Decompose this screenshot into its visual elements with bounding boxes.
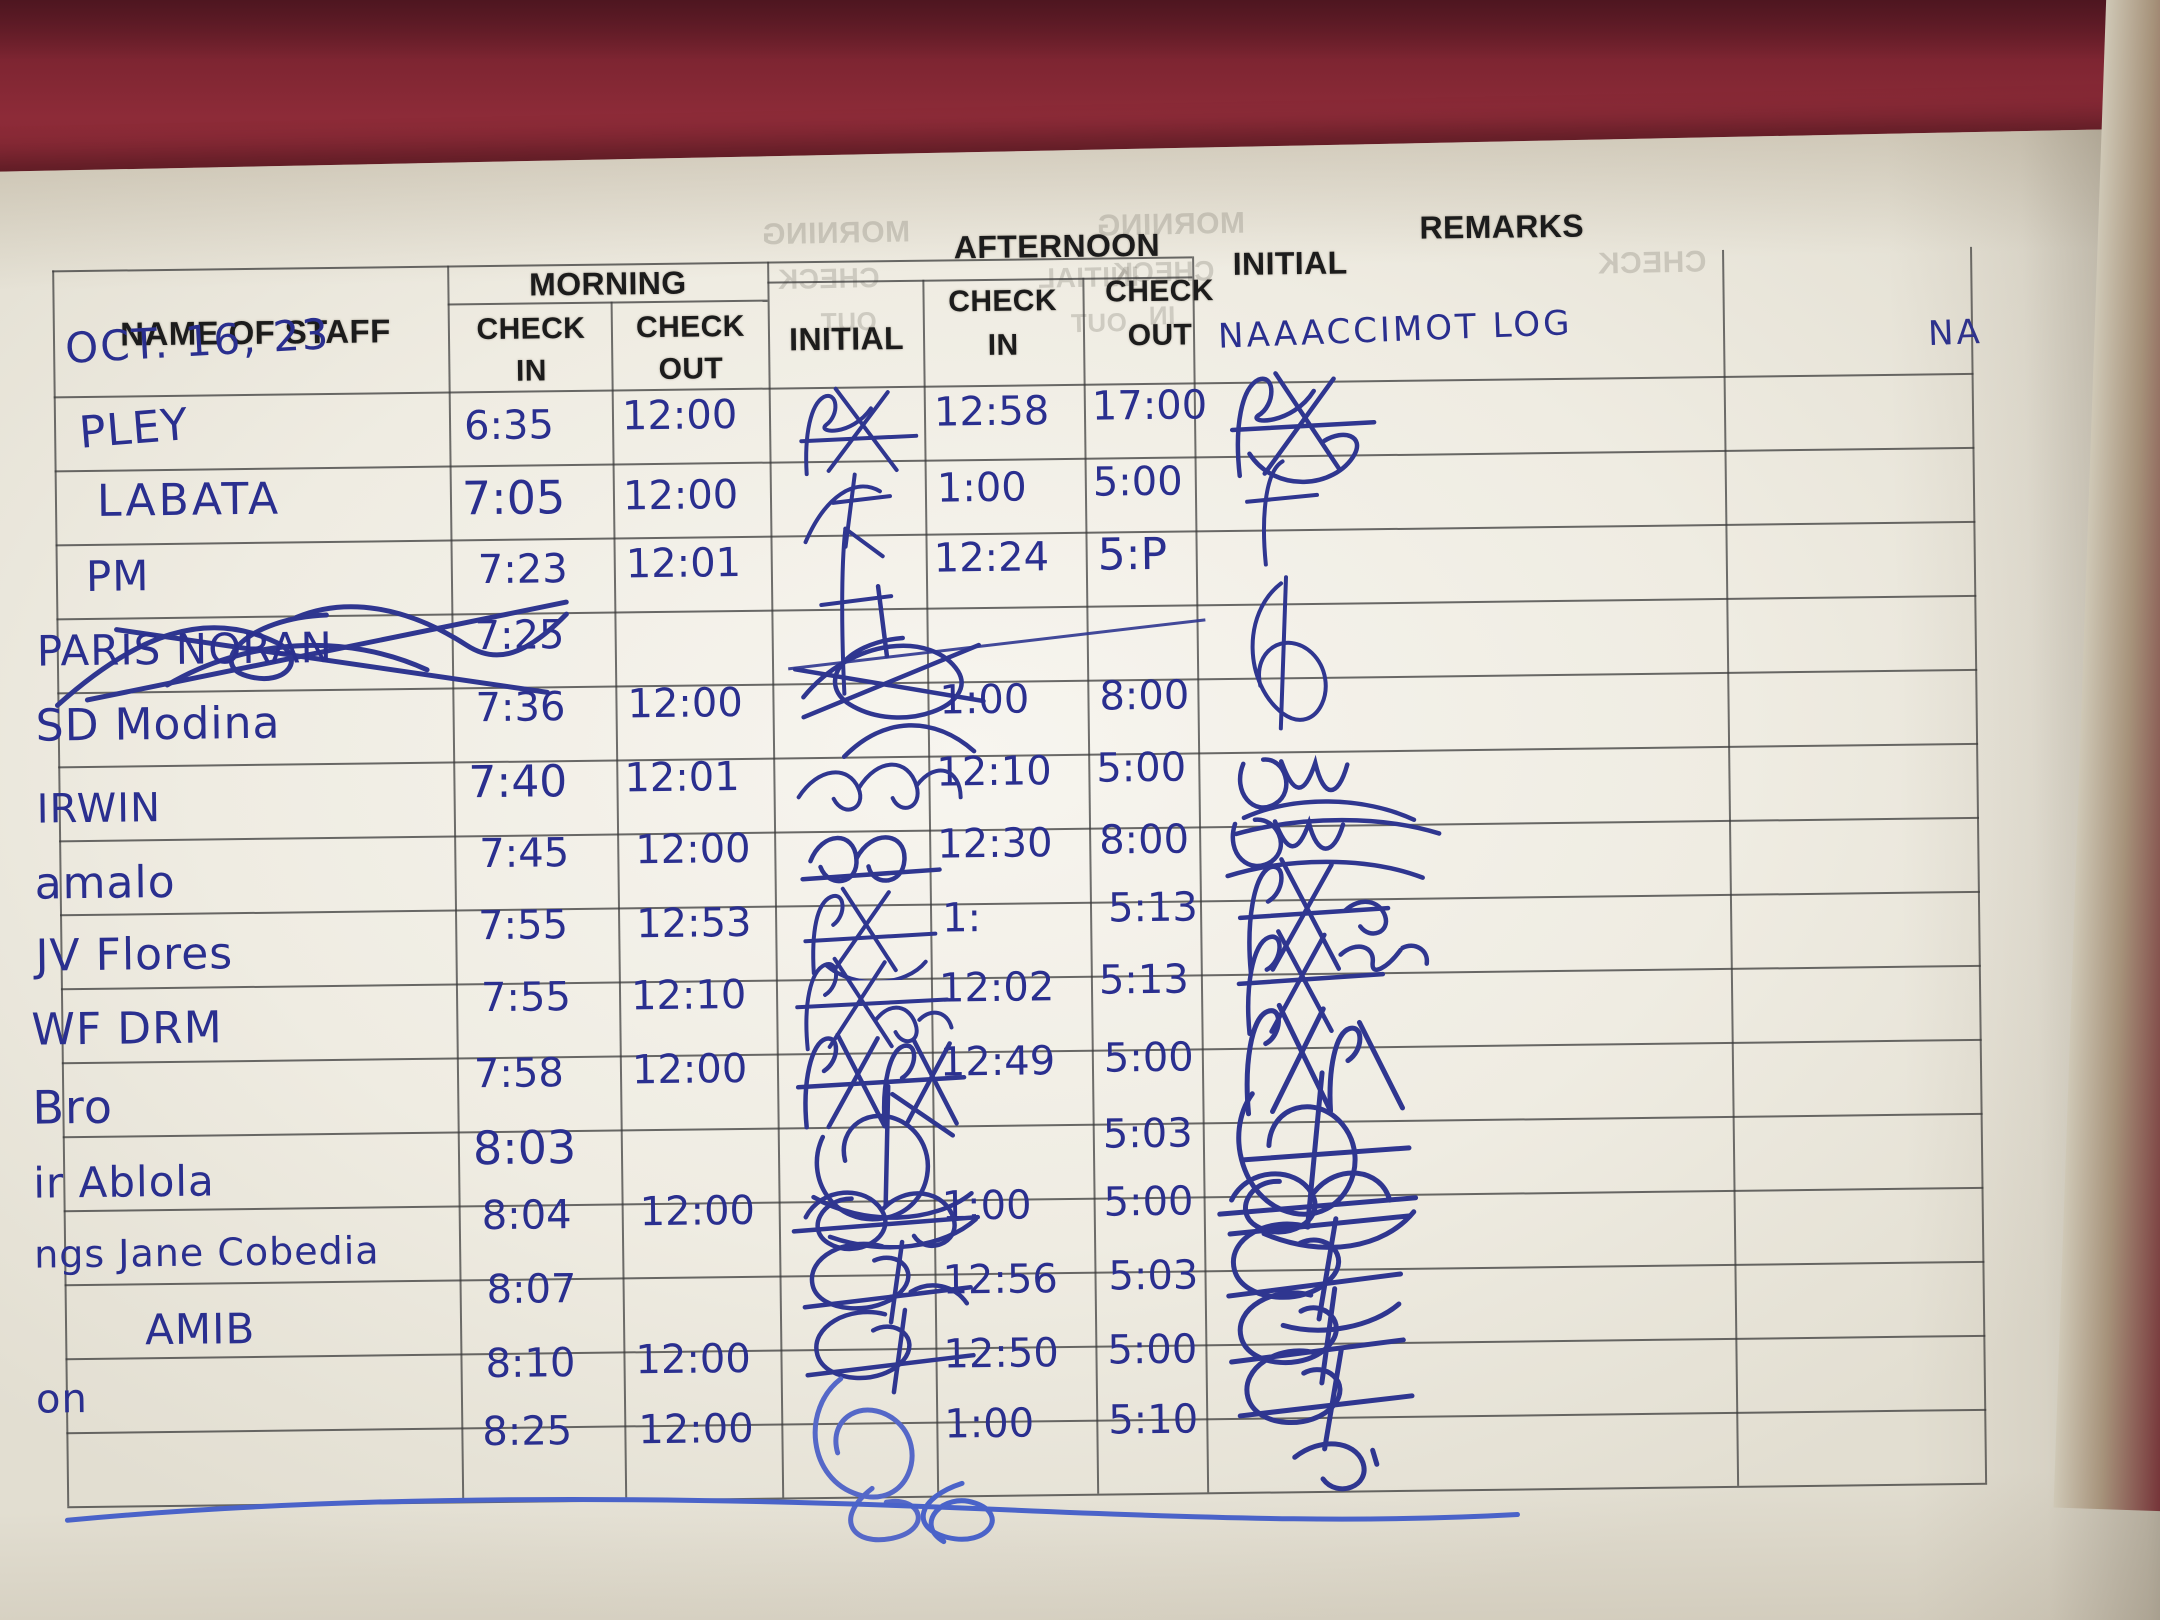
afternoon-check-out: 5:13	[1098, 956, 1190, 1004]
morning-check-out: 12:00	[639, 1187, 756, 1236]
morning-check-in: 7:55	[480, 974, 572, 1022]
staff-name: PLEY	[77, 398, 191, 459]
column-header-morning-check-in-line2: IN	[515, 354, 548, 388]
afternoon-check-out: 5:03	[1102, 1110, 1193, 1158]
column-header-afternoon-check-out-line2: OUT	[1127, 318, 1193, 353]
attendance-table: NAME OF STAFF MORNING CHECK IN CHECK OUT…	[22, 195, 1988, 1588]
morning-check-out: 12:00	[622, 471, 739, 520]
staff-name: ir Ablola	[33, 1156, 216, 1208]
afternoon-check-in: 12:02	[938, 964, 1055, 1012]
column-header-afternoon-check-in-line1: CHECK	[948, 284, 1058, 319]
afternoon-check-out: 5:13	[1107, 884, 1199, 932]
staff-name: PARIS NORAN	[36, 622, 334, 676]
afternoon-check-out: 8:00	[1098, 816, 1190, 864]
afternoon-check-out: 5:10	[1108, 1396, 1199, 1444]
afternoon-check-in: 1:00	[939, 676, 1030, 724]
afternoon-check-out: 17:00	[1091, 382, 1208, 430]
morning-check-in: 8:07	[486, 1266, 577, 1314]
afternoon-check-in: 12:10	[936, 748, 1052, 796]
column-header-morning-check-in-line1: CHECK	[476, 311, 586, 347]
morning-check-in: 8:03	[472, 1120, 577, 1176]
morning-check-out: 12:01	[625, 539, 742, 588]
afternoon-check-out: 5:00	[1103, 1034, 1194, 1082]
afternoon-check-in: 12:50	[943, 1330, 1060, 1378]
column-header-afternoon-initial: INITIAL	[1232, 244, 1348, 282]
afternoon-check-in: 12:49	[939, 1038, 1056, 1086]
afternoon-check-in: 12:24	[933, 534, 1050, 582]
logbook-page: MORNING CHECK IN MORNING CHECK OUT INITI…	[0, 127, 2160, 1620]
morning-check-out: 12:10	[630, 971, 747, 1020]
afternoon-check-out: 5:00	[1103, 1178, 1194, 1226]
column-header-afternoon: AFTERNOON	[953, 226, 1161, 266]
afternoon-check-in: 1:00	[936, 464, 1027, 512]
staff-name: on	[35, 1376, 89, 1423]
morning-check-out: 12:00	[635, 1335, 752, 1384]
morning-check-in: 7:25	[474, 612, 565, 660]
afternoon-check-in: 1:00	[941, 1182, 1032, 1230]
afternoon-check-out: 5:00	[1096, 744, 1187, 792]
afternoon-check-out: 5:P	[1097, 528, 1168, 581]
morning-check-out: 12:00	[631, 1045, 748, 1094]
staff-name: PM	[85, 551, 150, 601]
column-header-morning-check-out-line2: OUT	[658, 352, 724, 386]
column-header-morning: MORNING	[528, 264, 687, 303]
morning-check-in: 7:45	[479, 830, 570, 878]
morning-check-out: 12:01	[624, 753, 740, 802]
staff-name: WF DRM	[31, 1002, 223, 1056]
morning-check-in: 7:23	[477, 546, 568, 594]
staff-name: amalo	[34, 856, 176, 910]
morning-check-out: 12:00	[627, 679, 744, 728]
morning-check-out: 12:00	[635, 825, 751, 874]
afternoon-check-out: 5:00	[1107, 1326, 1198, 1374]
morning-check-in: 6:35	[463, 402, 555, 450]
morning-check-in: 7:58	[473, 1050, 565, 1098]
morning-check-in: 7:36	[475, 684, 566, 732]
morning-check-out: 12:00	[621, 391, 738, 440]
afternoon-check-in: 12:30	[936, 820, 1053, 868]
morning-check-out: 12:53	[635, 899, 752, 948]
afternoon-check-in: 12:56	[942, 1256, 1059, 1304]
afternoon-check-out: 5:00	[1092, 458, 1183, 506]
remarks-note-partial: NA	[1927, 312, 1984, 355]
column-header-morning-check-out-line1: CHECK	[635, 309, 745, 345]
column-header-morning-initial: INITIAL	[788, 319, 905, 358]
staff-name: IRWIN	[36, 785, 162, 833]
morning-check-in: 7:40	[468, 756, 568, 809]
morning-check-in: 7:55	[477, 902, 569, 950]
morning-check-in: 8:25	[482, 1408, 573, 1456]
staff-name: AMIB	[144, 1303, 256, 1355]
afternoon-check-in: 1:	[941, 895, 982, 942]
morning-check-in: 8:10	[485, 1340, 576, 1388]
staff-name: JV Flores	[35, 928, 234, 982]
afternoon-check-in: 1:00	[944, 1400, 1035, 1448]
staff-name: ngs Jane Cobedia	[33, 1228, 380, 1277]
staff-name: SD Modina	[35, 697, 281, 752]
staff-name: Bro	[32, 1079, 114, 1135]
column-header-afternoon-check-in-line2: IN	[987, 328, 1019, 362]
column-header-remarks: REMARKS	[1419, 207, 1585, 246]
afternoon-check-out: 8:00	[1099, 672, 1190, 720]
staff-name: LABATA	[96, 473, 282, 527]
afternoon-check-out: 5:03	[1108, 1252, 1199, 1300]
morning-check-in: 7:05	[461, 470, 566, 526]
morning-check-out: 12:00	[638, 1405, 754, 1454]
morning-check-in: 8:04	[481, 1192, 572, 1240]
afternoon-check-in: 12:58	[933, 388, 1050, 436]
